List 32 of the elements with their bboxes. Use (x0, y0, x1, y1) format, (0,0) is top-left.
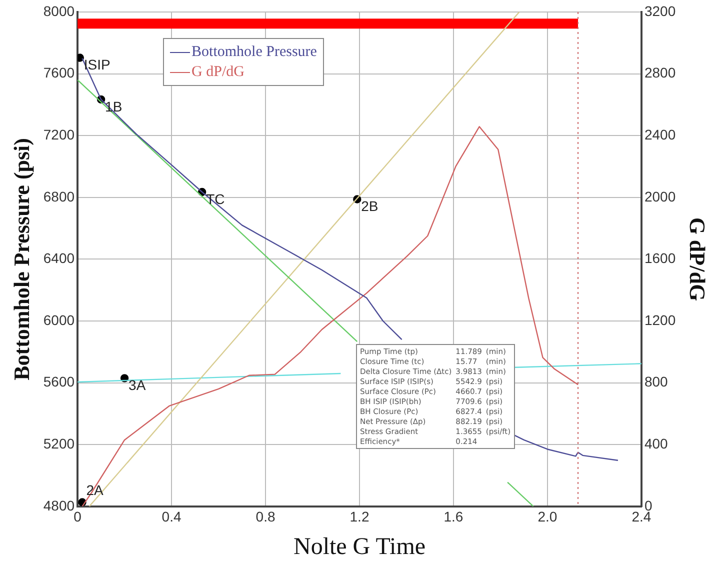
y-tick-label: 7200 (43, 126, 75, 142)
y2-tick-label: 1600 (644, 250, 676, 266)
y-tick-label: 7600 (43, 64, 75, 81)
y-tick-label: 5600 (43, 374, 75, 390)
y2-tick-label: 1200 (644, 312, 676, 328)
y-tick-label: 6800 (43, 188, 75, 204)
y2-tick-label: 400 (644, 435, 668, 452)
x-axis-title: Nolte G Time (293, 534, 426, 560)
y2-tick-label: 2000 (644, 188, 676, 204)
x-tick-label: 0 (74, 508, 82, 525)
y-tick-label: 5200 (43, 435, 75, 452)
y2-tick-label: 2400 (644, 126, 676, 142)
annotation: 3A (128, 377, 146, 394)
y2-tick-label: 0 (644, 497, 652, 514)
x-tick-label: 2.0 (538, 508, 558, 525)
y2-tick-label: 3200 (644, 2, 676, 19)
y-tick-label: 6400 (43, 250, 75, 266)
legend-label: Bottomhole Pressure (192, 44, 317, 60)
y-tick-label: 6000 (43, 312, 75, 328)
legend-label: G dP/dG (192, 64, 244, 80)
annotation: ISIP (84, 56, 110, 73)
y-tick-label: 8000 (43, 2, 75, 19)
y-axis-title: Bottomhole Pressure (psi) (8, 138, 34, 380)
x-tick-label: 0.4 (162, 508, 182, 525)
x-tick-label: 1.2 (350, 508, 370, 525)
annotation: 2B (361, 198, 378, 214)
y2-axis-title: G dP/dG (685, 217, 710, 302)
y2-tick-label: 2800 (644, 64, 676, 81)
x-tick-label: 0.8 (256, 508, 276, 525)
y2-tick-label: 800 (644, 374, 668, 390)
x-tick-label: 1.6 (444, 508, 464, 525)
y-tick-label: 4800 (43, 497, 75, 514)
